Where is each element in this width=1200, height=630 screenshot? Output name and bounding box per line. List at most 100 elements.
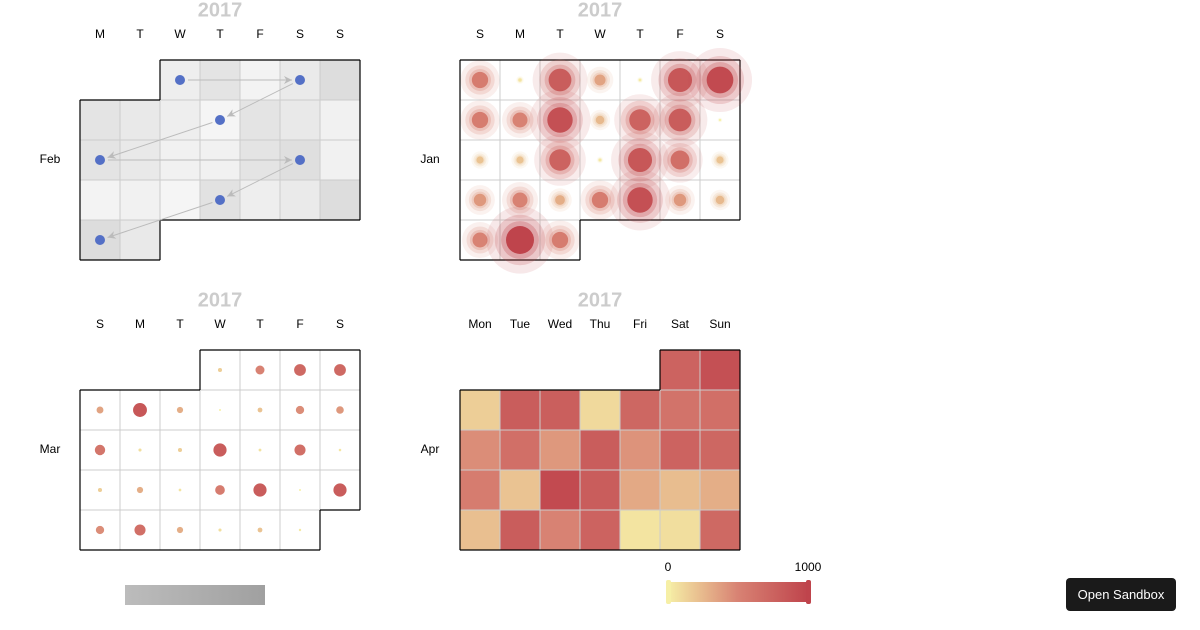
day-point xyxy=(551,231,569,249)
graph-link xyxy=(226,163,294,197)
day-point xyxy=(667,67,693,93)
day-point xyxy=(638,78,642,82)
day-point xyxy=(94,444,106,456)
weekday-label: T xyxy=(216,27,224,41)
day-point xyxy=(295,405,305,415)
year-label: 2017 xyxy=(198,0,243,21)
weekday-label: Thu xyxy=(590,317,611,331)
graph-node xyxy=(175,75,185,85)
graph-node xyxy=(295,155,305,165)
day-point xyxy=(299,489,301,491)
gray-visual-map xyxy=(125,585,265,605)
day-point xyxy=(719,119,721,121)
day-cell xyxy=(579,469,621,511)
day-cell xyxy=(579,509,621,551)
day-point xyxy=(217,367,223,373)
day-point xyxy=(518,78,522,82)
day-cell xyxy=(579,389,621,431)
day-cell xyxy=(539,469,581,511)
day-cell xyxy=(699,429,741,471)
day-cell xyxy=(659,469,701,511)
month-label: Jan xyxy=(420,152,439,166)
day-point xyxy=(627,187,653,213)
day-cell xyxy=(659,429,701,471)
day-point xyxy=(476,156,484,164)
day-point xyxy=(96,406,104,414)
day-point xyxy=(506,226,534,254)
day-cell xyxy=(459,509,501,551)
day-cell xyxy=(499,389,541,431)
day-point xyxy=(215,485,225,495)
day-point xyxy=(547,107,573,133)
day-point xyxy=(138,448,142,452)
day-cell xyxy=(459,389,501,431)
graph-node xyxy=(215,195,225,205)
day-point xyxy=(512,112,528,128)
day-cell xyxy=(459,429,501,471)
day-point xyxy=(706,66,734,94)
day-point xyxy=(512,192,528,208)
weekday-label: S xyxy=(296,27,304,41)
weekday-label: T xyxy=(556,27,564,41)
day-point xyxy=(257,527,263,533)
day-cell xyxy=(699,389,741,431)
visual-map-handle xyxy=(806,580,811,604)
day-point xyxy=(471,111,489,129)
day-cell xyxy=(119,219,161,261)
weekday-label: Mon xyxy=(468,317,491,331)
calendar: 2017 S M T W T F S Jan xyxy=(420,0,753,274)
day-point xyxy=(134,524,146,536)
day-cell xyxy=(79,99,121,141)
day-point xyxy=(218,528,222,532)
graph-link xyxy=(107,122,213,159)
day-cell xyxy=(159,99,201,141)
day-point xyxy=(595,115,605,125)
day-point xyxy=(95,525,105,535)
year-label: 2017 xyxy=(198,289,243,311)
day-point xyxy=(257,407,263,413)
weekday-label: S xyxy=(336,317,344,331)
day-cell xyxy=(319,99,361,141)
day-point xyxy=(338,448,342,452)
day-point xyxy=(516,156,524,164)
weekday-label: M xyxy=(95,27,105,41)
day-point xyxy=(333,483,347,497)
day-point xyxy=(668,108,692,132)
day-point xyxy=(471,71,489,89)
day-point xyxy=(334,364,346,376)
day-cell xyxy=(699,469,741,511)
weekday-label: T xyxy=(136,27,144,41)
day-point xyxy=(136,486,144,494)
graph-node xyxy=(295,75,305,85)
calendar: 2017 S M T W T F S Mar xyxy=(40,289,361,551)
day-cell xyxy=(619,509,661,551)
day-point xyxy=(715,195,725,205)
weekday-label: S xyxy=(336,27,344,41)
graph-node xyxy=(215,115,225,125)
visual-map-max-label: 1000 xyxy=(795,560,822,574)
weekday-label: S xyxy=(476,27,484,41)
weekday-label: W xyxy=(174,27,186,41)
day-cell xyxy=(659,349,701,391)
day-point xyxy=(133,403,147,417)
day-cell xyxy=(699,349,741,391)
graph-node xyxy=(95,155,105,165)
day-cell xyxy=(499,509,541,551)
month-label: Apr xyxy=(421,442,440,456)
day-cell xyxy=(619,469,661,511)
day-point xyxy=(253,483,267,497)
day-cell xyxy=(319,59,361,101)
day-point xyxy=(591,191,609,209)
open-sandbox-button[interactable]: Open Sandbox xyxy=(1066,578,1176,611)
day-point xyxy=(548,68,572,92)
weekday-label: F xyxy=(256,27,263,41)
day-cell xyxy=(239,99,281,141)
day-point xyxy=(176,406,184,414)
weekday-label: M xyxy=(515,27,525,41)
day-cell xyxy=(659,509,701,551)
graph-link xyxy=(226,83,294,117)
visual-map-min-label: 0 xyxy=(665,560,672,574)
day-cell xyxy=(159,179,201,221)
weekday-label: W xyxy=(214,317,226,331)
